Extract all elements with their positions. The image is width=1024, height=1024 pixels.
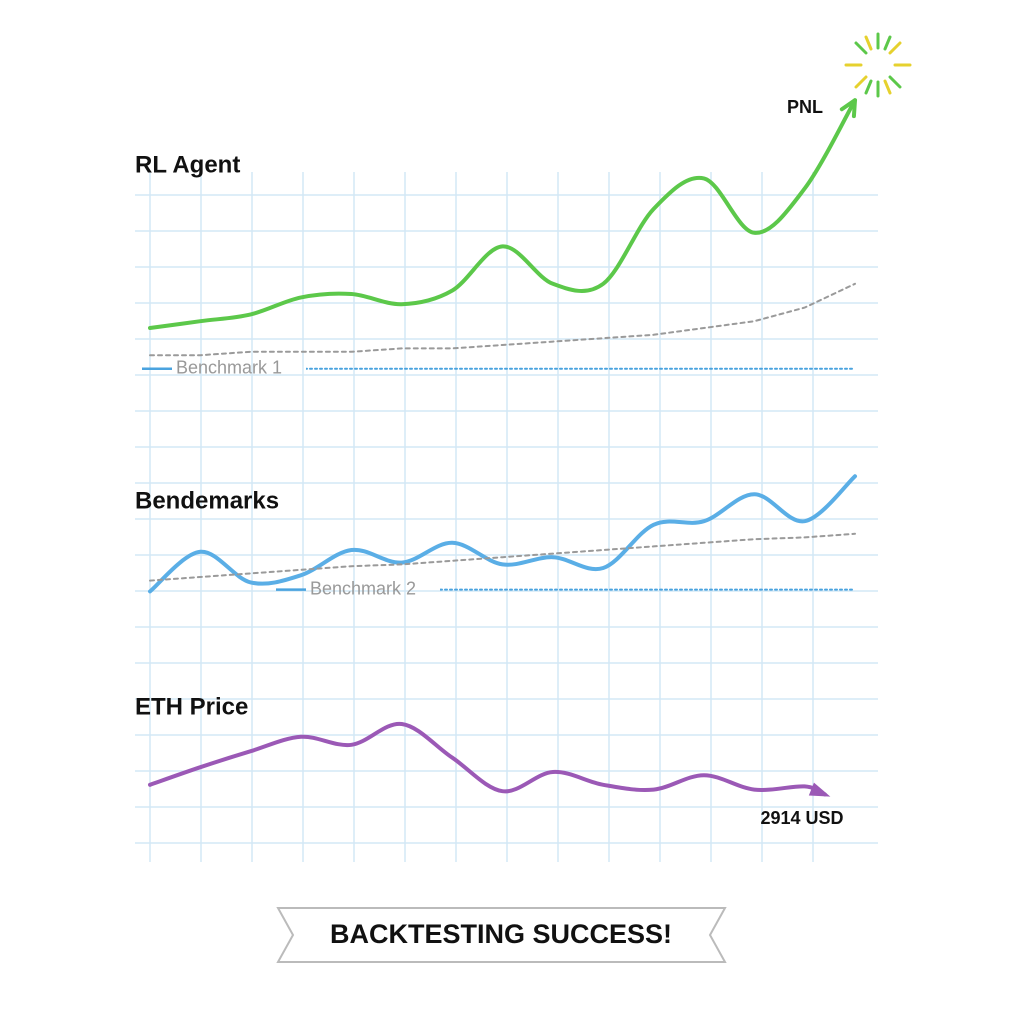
legend-label: Benchmark 1 [176, 358, 282, 378]
panel-title: RL Agent [135, 151, 240, 178]
series-line [149, 532, 856, 582]
grid [135, 172, 878, 862]
series-line [148, 98, 857, 330]
annotation: 2914 USD [760, 808, 843, 828]
banner: BACKTESTING SUCCESS! [276, 907, 727, 963]
series-line [148, 721, 827, 797]
annotation: PNL [787, 97, 823, 117]
series-line [149, 282, 856, 357]
arrow-head [839, 98, 857, 119]
panel-title: ETH Price [135, 693, 248, 720]
arrow-head [808, 782, 831, 797]
legend-label: Benchmark 2 [310, 578, 416, 598]
firework [844, 32, 912, 98]
series-line [148, 474, 857, 594]
panel-title: Bendemarks [135, 487, 279, 514]
banner-text: BACKTESTING SUCCESS! [330, 919, 672, 949]
